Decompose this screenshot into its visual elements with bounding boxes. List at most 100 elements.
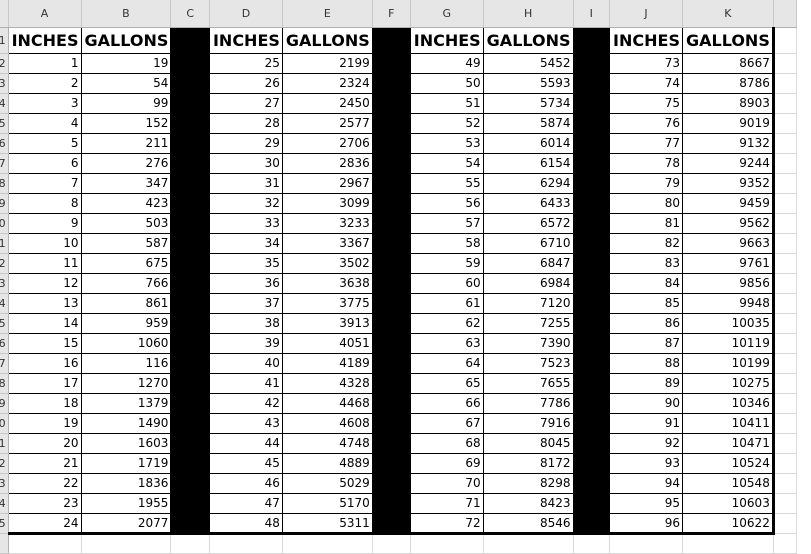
black-separator-cell[interactable] — [371, 252, 411, 274]
inches-cell[interactable]: 11 — [7, 252, 82, 274]
gallons-cell[interactable]: 959 — [80, 312, 172, 334]
inches-cell[interactable]: 30 — [208, 152, 283, 174]
gallons-cell[interactable]: 861 — [80, 292, 172, 314]
empty-cell[interactable] — [281, 532, 373, 554]
black-separator-cell[interactable] — [371, 372, 411, 394]
black-separator-cell[interactable] — [572, 52, 611, 74]
black-separator-cell[interactable] — [170, 192, 210, 214]
column-header-B[interactable]: B — [81, 0, 172, 28]
black-separator-cell[interactable] — [170, 372, 210, 394]
gallons-cell[interactable]: 3367 — [281, 232, 373, 254]
black-separator-cell[interactable] — [371, 272, 411, 294]
black-separator-cell[interactable] — [170, 312, 210, 334]
gallons-cell[interactable]: 5874 — [482, 112, 574, 134]
gallons-cell[interactable]: 8298 — [482, 472, 574, 494]
gallons-cell[interactable]: 7523 — [482, 352, 574, 374]
inches-cell[interactable]: 58 — [409, 232, 484, 254]
black-separator-cell[interactable] — [572, 372, 611, 394]
black-separator-cell[interactable] — [572, 232, 611, 254]
inches-cell[interactable]: 64 — [409, 352, 484, 374]
gallons-cell[interactable]: 9244 — [681, 152, 775, 174]
inches-cell[interactable]: 66 — [409, 392, 484, 414]
black-separator-cell[interactable] — [572, 92, 611, 114]
black-separator-cell[interactable] — [371, 192, 411, 214]
inches-cell[interactable]: 78 — [609, 152, 683, 174]
gallons-cell[interactable]: 9663 — [681, 232, 775, 254]
black-separator-cell[interactable] — [371, 492, 411, 514]
inches-cell[interactable]: 13 — [7, 292, 82, 314]
inches-cell[interactable]: 36 — [208, 272, 283, 294]
gallons-cell[interactable]: 10524 — [681, 452, 775, 474]
inches-cell[interactable]: 74 — [609, 72, 683, 94]
gallons-cell[interactable]: 4748 — [281, 432, 373, 454]
empty-cell[interactable] — [681, 532, 774, 554]
black-separator-cell[interactable] — [371, 412, 411, 434]
gallons-cell[interactable]: 1836 — [80, 472, 172, 494]
empty-cell[interactable] — [772, 352, 798, 374]
row-header[interactable]: 13 — [0, 273, 9, 294]
gallons-cell[interactable]: 7120 — [482, 292, 574, 314]
black-separator-cell[interactable] — [572, 332, 611, 354]
black-separator-cell[interactable] — [572, 392, 611, 414]
row-header[interactable]: 1 — [0, 27, 9, 54]
empty-cell[interactable] — [170, 532, 210, 554]
empty-cell[interactable] — [208, 532, 283, 554]
inches-header-cell[interactable]: INCHES — [409, 26, 484, 54]
black-separator-cell[interactable] — [572, 352, 611, 374]
black-separator-cell[interactable] — [170, 432, 210, 454]
black-separator-cell[interactable] — [572, 512, 611, 535]
inches-cell[interactable]: 27 — [208, 92, 283, 114]
black-separator-cell[interactable] — [170, 172, 210, 194]
inches-cell[interactable]: 3 — [7, 92, 82, 114]
inches-header-cell[interactable]: INCHES — [609, 26, 683, 54]
gallons-cell[interactable]: 3099 — [281, 192, 373, 214]
inches-cell[interactable]: 56 — [409, 192, 484, 214]
empty-cell[interactable] — [772, 26, 798, 54]
inches-cell[interactable]: 24 — [7, 512, 82, 535]
inches-cell[interactable]: 12 — [7, 272, 82, 294]
inches-cell[interactable]: 88 — [609, 352, 683, 374]
gallons-cell[interactable]: 4468 — [281, 392, 373, 414]
inches-cell[interactable]: 95 — [609, 492, 683, 514]
inches-cell[interactable]: 15 — [7, 332, 82, 354]
inches-cell[interactable]: 67 — [409, 412, 484, 434]
inches-cell[interactable]: 23 — [7, 492, 82, 514]
gallons-cell[interactable]: 6710 — [482, 232, 574, 254]
column-header-G[interactable]: G — [410, 0, 484, 28]
gallons-cell[interactable]: 54 — [80, 72, 172, 94]
gallons-cell[interactable]: 5452 — [482, 52, 574, 74]
gallons-cell[interactable]: 587 — [80, 232, 172, 254]
gallons-cell[interactable]: 8667 — [681, 52, 775, 74]
empty-cell[interactable] — [80, 532, 172, 554]
empty-cell[interactable] — [772, 452, 798, 474]
row-header[interactable]: 25 — [0, 513, 9, 534]
black-separator-cell[interactable] — [170, 512, 210, 535]
gallons-cell[interactable]: 10199 — [681, 352, 775, 374]
row-header[interactable]: 24 — [0, 493, 9, 514]
gallons-cell[interactable]: 4608 — [281, 412, 373, 434]
gallons-cell[interactable]: 8786 — [681, 72, 775, 94]
inches-cell[interactable]: 70 — [409, 472, 484, 494]
inches-cell[interactable]: 14 — [7, 312, 82, 334]
gallons-cell[interactable]: 2967 — [281, 172, 373, 194]
gallons-cell[interactable]: 10603 — [681, 492, 775, 514]
black-separator-cell[interactable] — [572, 152, 611, 174]
inches-cell[interactable]: 31 — [208, 172, 283, 194]
empty-cell[interactable] — [772, 472, 798, 494]
inches-cell[interactable]: 8 — [7, 192, 82, 214]
inches-cell[interactable]: 75 — [609, 92, 683, 114]
inches-header-cell[interactable]: INCHES — [208, 26, 283, 54]
gallons-cell[interactable]: 2077 — [80, 512, 172, 535]
inches-cell[interactable]: 17 — [7, 372, 82, 394]
black-separator-cell[interactable] — [572, 472, 611, 494]
gallons-cell[interactable]: 9562 — [681, 212, 775, 234]
empty-cell[interactable] — [772, 272, 798, 294]
gallons-cell[interactable]: 7786 — [482, 392, 574, 414]
empty-cell[interactable] — [772, 332, 798, 354]
gallons-cell[interactable]: 675 — [80, 252, 172, 274]
empty-cell[interactable] — [772, 312, 798, 334]
inches-cell[interactable]: 20 — [7, 432, 82, 454]
inches-cell[interactable]: 43 — [208, 412, 283, 434]
column-header-I[interactable]: I — [573, 0, 611, 28]
